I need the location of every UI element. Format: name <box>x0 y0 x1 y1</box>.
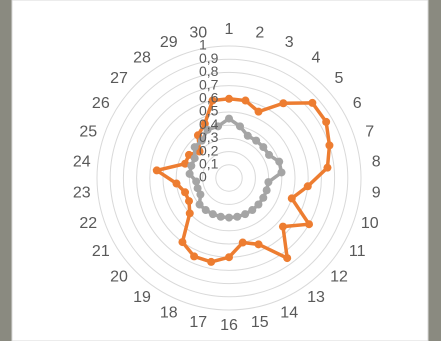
marker <box>172 180 180 188</box>
category-label: 7 <box>365 123 374 140</box>
marker <box>244 132 252 140</box>
marker <box>190 252 198 260</box>
marker <box>186 209 194 217</box>
marker <box>279 99 287 107</box>
chart: 1234567891011121314151617181920212223242… <box>0 0 441 341</box>
marker <box>191 143 199 151</box>
marker <box>259 194 267 202</box>
category-label: 13 <box>307 289 325 306</box>
marker <box>186 170 194 178</box>
category-label: 8 <box>372 154 381 171</box>
marker <box>288 194 296 202</box>
marker <box>323 164 331 172</box>
marker <box>304 182 312 190</box>
marker <box>278 168 286 176</box>
category-label: 25 <box>79 123 97 140</box>
marker <box>225 253 233 261</box>
category-label: 22 <box>79 215 97 232</box>
category-label: 17 <box>189 314 207 331</box>
marker <box>194 184 202 192</box>
marker <box>225 214 233 222</box>
marker <box>255 108 263 116</box>
category-label: 10 <box>361 215 379 232</box>
category-label: 20 <box>110 268 128 285</box>
category-label: 23 <box>73 185 91 202</box>
category-label: 28 <box>133 49 151 66</box>
category-label: 9 <box>372 185 381 202</box>
marker <box>241 97 249 105</box>
marker <box>181 188 189 196</box>
category-label: 12 <box>330 268 348 285</box>
category-label: 29 <box>160 34 178 51</box>
marker <box>187 162 195 170</box>
category-label: 18 <box>160 304 178 321</box>
marker <box>275 158 283 166</box>
marker <box>259 143 267 151</box>
marker <box>225 115 233 123</box>
marker <box>233 213 241 221</box>
marker <box>185 197 193 205</box>
marker <box>325 141 333 149</box>
marker <box>264 178 272 186</box>
category-label: 4 <box>312 49 321 66</box>
marker <box>265 151 273 159</box>
category-label: 15 <box>251 314 269 331</box>
category-label: 5 <box>335 70 344 87</box>
marker <box>305 220 313 228</box>
marker <box>248 206 256 214</box>
category-label: 26 <box>92 95 110 112</box>
marker <box>322 118 330 126</box>
category-label: 19 <box>133 289 151 306</box>
marker <box>217 213 225 221</box>
marker <box>308 99 316 107</box>
marker <box>263 186 271 194</box>
marker <box>191 154 199 162</box>
marker <box>225 95 233 103</box>
category-label: 24 <box>73 154 91 171</box>
marker <box>196 200 204 208</box>
marker <box>239 239 247 247</box>
marker <box>153 166 161 174</box>
tick-label: 1 <box>199 37 207 53</box>
category-label: 1 <box>225 21 234 38</box>
marker <box>236 122 244 130</box>
category-label: 27 <box>110 70 128 87</box>
marker <box>178 238 186 246</box>
marker <box>283 254 291 262</box>
category-label: 11 <box>349 243 366 260</box>
marker <box>252 137 260 145</box>
marker <box>207 258 215 266</box>
marker <box>255 240 263 248</box>
category-label: 14 <box>280 304 298 321</box>
marker <box>202 206 210 214</box>
marker <box>209 210 217 218</box>
category-label: 6 <box>353 95 362 112</box>
marker <box>279 223 287 231</box>
marker <box>241 210 249 218</box>
category-label: 3 <box>285 34 294 51</box>
marker <box>254 200 262 208</box>
category-label: 2 <box>255 24 264 41</box>
category-label: 16 <box>220 317 238 334</box>
category-label: 21 <box>92 243 110 260</box>
